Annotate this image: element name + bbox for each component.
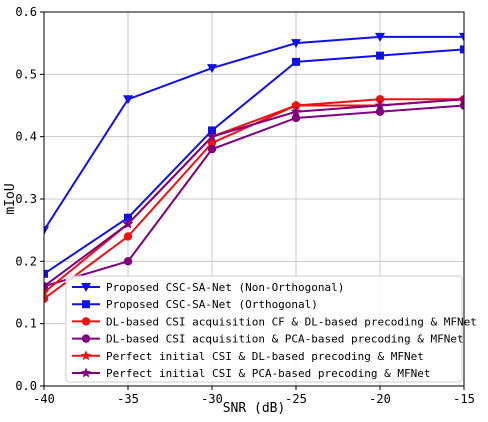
series-6 (44, 93, 464, 291)
data-point (375, 95, 385, 104)
x-tick-label: -35 (117, 392, 139, 406)
legend-label: Perfect initial CSI & DL-based precoding… (106, 350, 424, 363)
data-point (207, 144, 217, 154)
series-line (44, 48, 464, 275)
legend-label: DL-based CSI acquisition & PCA-based pre… (106, 333, 464, 346)
x-tick-label: -15 (453, 392, 475, 406)
series-2 (44, 45, 464, 278)
data-point (290, 100, 302, 110)
legend-item: Perfect initial CSI & PCA-based precodin… (72, 367, 431, 380)
y-tick-label: 0.3 (15, 192, 37, 206)
legend-marker (80, 350, 92, 361)
y-tick-label: 0.4 (15, 130, 37, 144)
y-tick-label: 0.2 (15, 254, 37, 268)
legend-label: Perfect initial CSI & PCA-based precodin… (106, 367, 431, 380)
data-point (123, 232, 133, 241)
data-point (374, 100, 386, 110)
legend-marker (82, 300, 90, 309)
legend-marker (80, 367, 92, 378)
data-point (122, 218, 134, 229)
legend-item: Proposed CSC-SA-Net (Orthogonal) (72, 298, 318, 311)
y-axis-ticks: 0.0 0.1 0.2 0.3 0.4 0.5 0.6 (15, 5, 44, 393)
data-point (44, 226, 49, 236)
legend-label: DL-based CSI acquisition CF & DL-based p… (106, 315, 477, 328)
series-line (44, 104, 464, 288)
legend-label: Proposed CSC-SA-Net (Non-Orthogonal) (106, 281, 344, 294)
y-tick-label: 0.6 (15, 5, 37, 19)
data-point (458, 93, 464, 104)
data-point (44, 269, 48, 278)
data-point (123, 257, 133, 266)
legend-marker (81, 317, 91, 326)
y-tick-label: 0.0 (15, 379, 37, 393)
data-point (208, 126, 216, 135)
x-axis-label: SNR (dB) (223, 401, 286, 416)
data-point (292, 57, 300, 66)
x-tick-label: -25 (285, 392, 307, 406)
data-point (291, 39, 301, 49)
x-tick-label: -40 (33, 392, 55, 406)
data-point (124, 213, 132, 222)
data-point (44, 287, 50, 297)
data-point (207, 138, 217, 148)
legend-item: DL-based CSI acquisition CF & DL-based p… (72, 315, 477, 328)
legend-label: Proposed CSC-SA-Net (Orthogonal) (106, 298, 318, 311)
x-axis-ticks: -40 -35 -30 -25 -20 -15 (33, 386, 475, 406)
data-point (206, 131, 218, 142)
legend-item: Perfect initial CSI & DL-based precoding… (72, 350, 424, 363)
legend-item: DL-based CSI acquisition & PCA-based pre… (72, 333, 464, 346)
data-point (375, 107, 385, 116)
data-point (207, 64, 217, 74)
y-tick-label: 0.5 (15, 67, 37, 81)
data-point (291, 113, 301, 123)
series-lines (44, 32, 464, 303)
data-point (460, 45, 464, 54)
series-1 (44, 32, 464, 236)
series-line (44, 98, 464, 294)
y-axis-label: mIoU (3, 183, 18, 214)
series-line (44, 35, 464, 231)
x-tick-label: -20 (369, 392, 391, 406)
series-line (44, 98, 464, 288)
legend: Proposed CSC-SA-Net (Non-Orthogonal) Prop… (65, 275, 477, 383)
data-point (376, 51, 384, 60)
legend-marker (81, 334, 91, 343)
data-point (459, 32, 464, 42)
data-point (44, 280, 50, 291)
legend-item: Proposed CSC-SA-Net (Non-Orthogonal) (72, 281, 344, 294)
data-point (290, 106, 302, 117)
x-tick-label: -30 (201, 392, 223, 406)
series-4 (44, 101, 464, 291)
legend-marker (81, 283, 91, 292)
data-point (375, 32, 385, 42)
y-tick-label: 0.1 (15, 317, 37, 331)
data-point (123, 95, 133, 105)
legend-box (65, 275, 463, 383)
